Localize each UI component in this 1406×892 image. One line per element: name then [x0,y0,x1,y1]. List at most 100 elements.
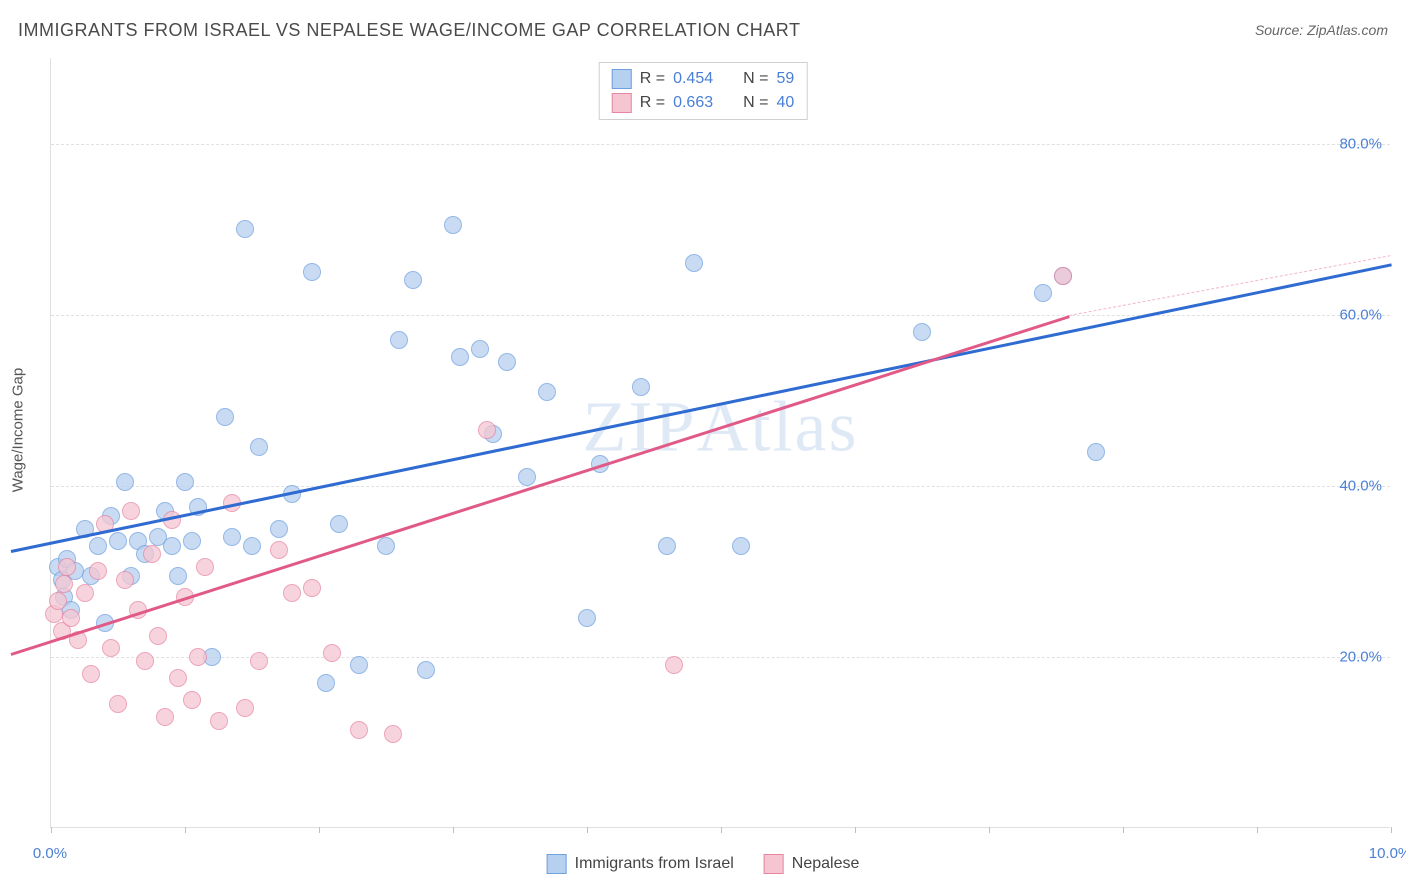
data-point [323,644,341,662]
data-point [216,408,234,426]
series-legend: Immigrants from Israel Nepalese [547,854,860,874]
data-point [58,558,76,576]
data-point [317,674,335,692]
data-point [236,220,254,238]
data-point [189,648,207,666]
data-point [518,468,536,486]
data-point [1087,443,1105,461]
x-tick [1391,827,1392,833]
gridline [51,144,1390,145]
legend-n-label: N = [743,94,768,112]
legend-swatch [612,93,632,113]
data-point [451,348,469,366]
data-point [183,532,201,550]
data-point [1054,267,1072,285]
x-tick [1123,827,1124,833]
data-point [270,541,288,559]
x-tick [855,827,856,833]
data-point [163,537,181,555]
data-point [303,579,321,597]
correlation-legend: R =0.454N =59R =0.663N =40 [599,62,808,120]
data-point [169,567,187,585]
legend-r-value: 0.663 [673,94,713,112]
data-point [76,584,94,602]
data-point [1034,284,1052,302]
legend-stat-row: R =0.663N =40 [612,91,795,115]
data-point [350,721,368,739]
data-point [109,695,127,713]
data-point [283,584,301,602]
data-point [732,537,750,555]
data-point [538,383,556,401]
data-point [330,515,348,533]
x-tick [989,827,990,833]
data-point [136,652,154,670]
legend-stat-row: R =0.454N =59 [612,67,795,91]
data-point [236,699,254,717]
scatter-plot-area: ZIPAtlas 20.0%40.0%60.0%80.0% [50,58,1390,828]
trend-line [11,263,1392,553]
data-point [250,652,268,670]
data-point [89,537,107,555]
data-point [243,537,261,555]
x-tick [587,827,588,833]
data-point [404,271,422,289]
legend-r-value: 0.454 [673,70,713,88]
data-point [102,639,120,657]
data-point [143,545,161,563]
data-point [122,502,140,520]
data-point [377,537,395,555]
legend-label: Nepalese [792,855,860,873]
data-point [417,661,435,679]
data-point [350,656,368,674]
legend-label: Immigrants from Israel [575,855,734,873]
x-tick [51,827,52,833]
legend-swatch [547,854,567,874]
source-label: Source: [1255,22,1303,38]
data-point [665,656,683,674]
legend-n-value: 59 [776,70,794,88]
data-point [62,609,80,627]
x-tick-label: 0.0% [33,845,67,862]
data-point [116,571,134,589]
data-point [270,520,288,538]
x-tick [319,827,320,833]
data-point [498,353,516,371]
data-point [250,438,268,456]
data-point [210,712,228,730]
data-point [116,473,134,491]
data-point [913,323,931,341]
data-point [156,708,174,726]
y-tick-label: 40.0% [1339,477,1382,494]
data-point [223,528,241,546]
data-point [55,575,73,593]
x-tick-label: 10.0% [1369,845,1406,862]
chart-title: IMMIGRANTS FROM ISRAEL VS NEPALESE WAGE/… [18,20,800,41]
y-tick-label: 60.0% [1339,306,1382,323]
legend-n-value: 40 [776,94,794,112]
data-point [82,665,100,683]
data-point [303,263,321,281]
data-point [658,537,676,555]
data-point [471,340,489,358]
data-point [169,669,187,687]
data-point [578,609,596,627]
data-point [109,532,127,550]
x-tick [721,827,722,833]
data-point [176,473,194,491]
gridline [51,486,1390,487]
data-point [632,378,650,396]
source-value: ZipAtlas.com [1307,22,1388,38]
legend-item: Nepalese [764,854,860,874]
data-point [384,725,402,743]
y-axis-label: Wage/Income Gap [10,368,27,493]
data-point [685,254,703,272]
data-point [444,216,462,234]
data-point [390,331,408,349]
legend-swatch [612,69,632,89]
y-tick-label: 80.0% [1339,135,1382,152]
data-point [149,627,167,645]
data-point [478,421,496,439]
legend-r-label: R = [640,70,665,88]
x-tick [185,827,186,833]
